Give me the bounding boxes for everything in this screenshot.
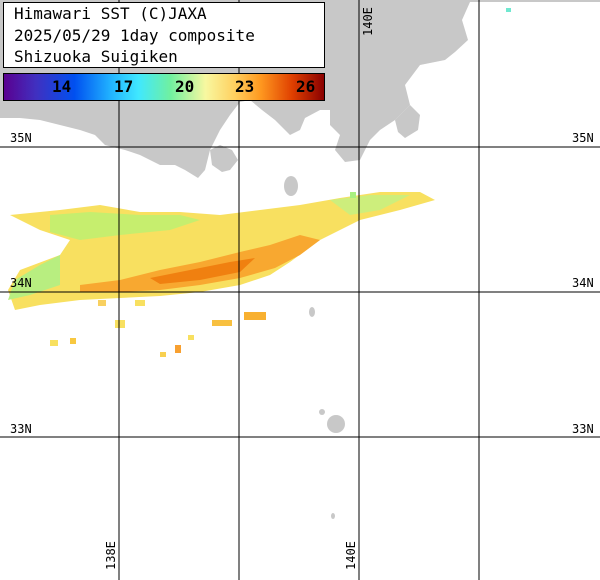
sst-overlay <box>8 8 511 357</box>
title-line-1: Himawari SST (C)JAXA <box>14 4 207 23</box>
title-line-3: Shizuoka Suigiken <box>14 47 178 66</box>
lon-label-140e: 140E <box>344 541 358 570</box>
colorbar-tick: 17 <box>114 77 134 96</box>
sst-colorbar: 14 17 20 23 26 <box>3 73 325 101</box>
colorbar-tick: 20 <box>175 77 195 96</box>
lat-label-35n-right: 35N <box>572 131 594 145</box>
title-line-2: 2025/05/29 1day composite <box>14 26 255 45</box>
title-box: Himawari SST (C)JAXA 2025/05/29 1day com… <box>3 2 325 68</box>
lat-label-35n: 35N <box>10 131 32 145</box>
colorbar-tick: 23 <box>235 77 255 96</box>
colorbar-tick: 26 <box>296 77 316 96</box>
lon-label-138e: 138E <box>104 541 118 570</box>
colorbar-tick: 14 <box>52 77 72 96</box>
lon-label-140e-top: 140E <box>361 7 375 36</box>
lat-label-34n: 34N <box>10 276 32 290</box>
lat-label-34n-right: 34N <box>572 276 594 290</box>
lat-label-33n: 33N <box>10 422 32 436</box>
lat-label-33n-right: 33N <box>572 422 594 436</box>
